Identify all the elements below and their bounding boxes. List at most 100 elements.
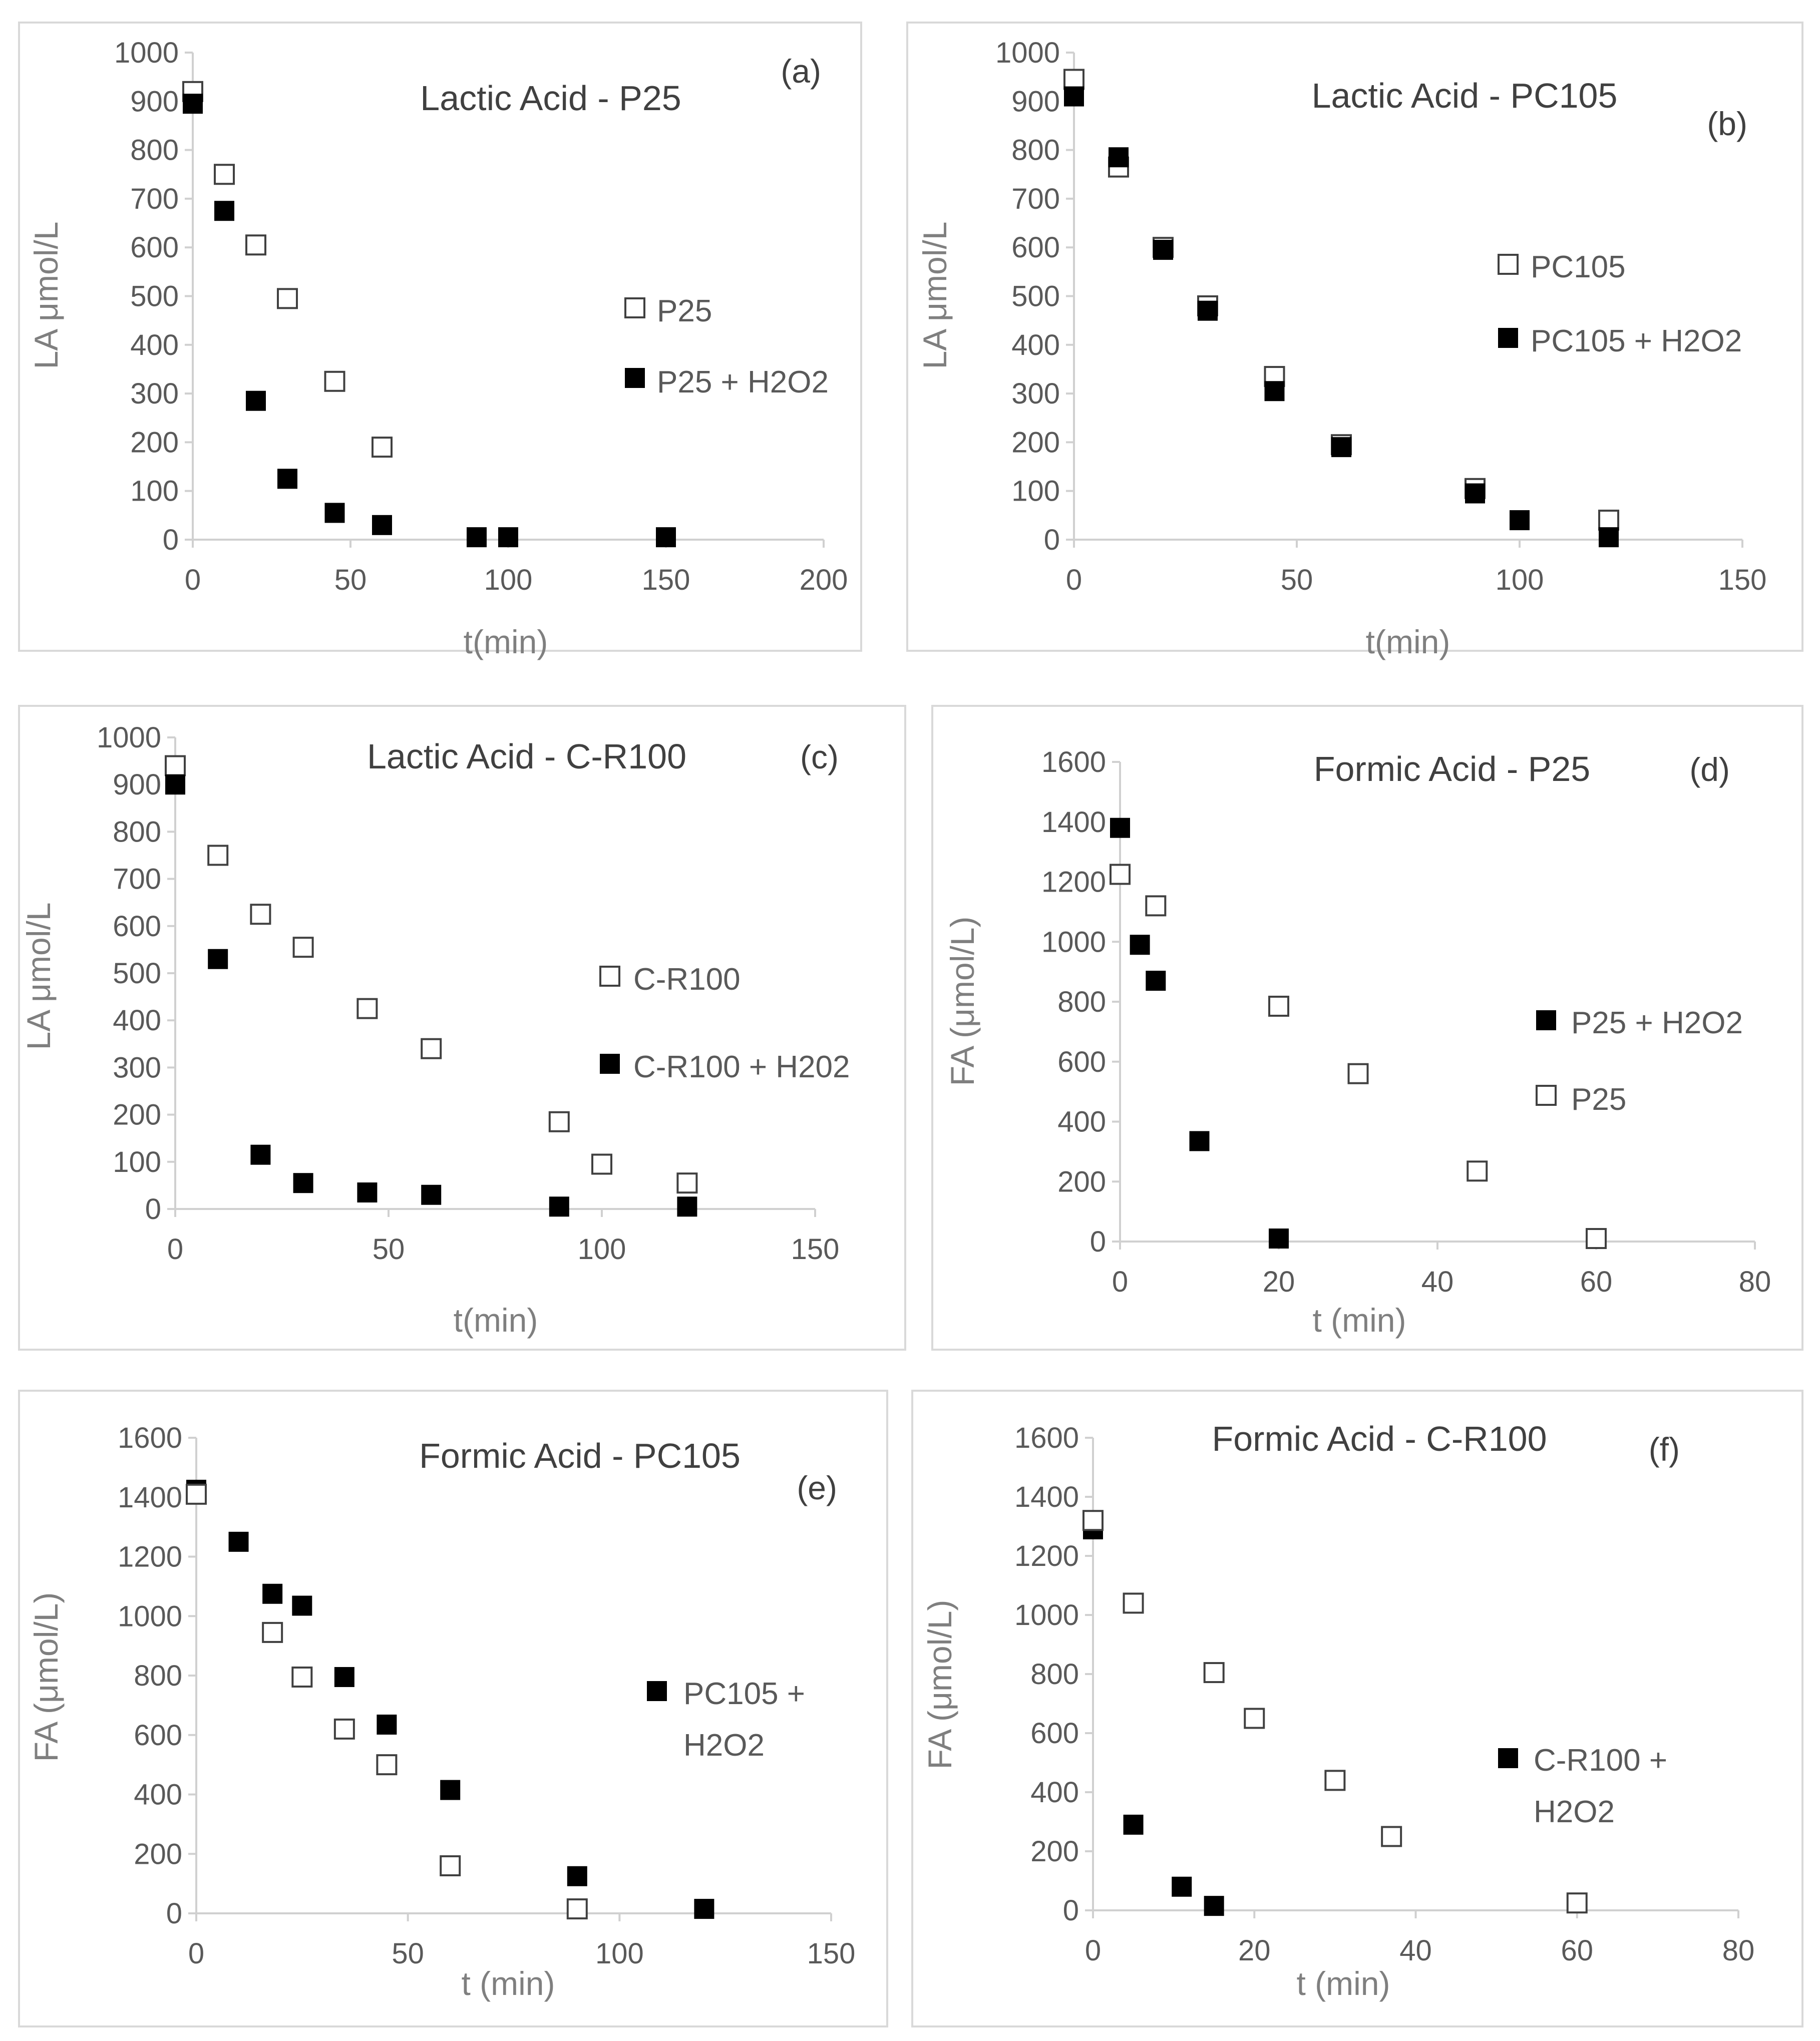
x-tick-label: 20 [1263,1266,1295,1298]
series-filled [165,774,697,1217]
x-axis-title: t(min) [1366,623,1450,660]
data-point [1264,381,1285,401]
data-point [591,1153,612,1175]
data-point [1244,1708,1265,1729]
data-point [357,1182,378,1203]
data-point [1204,1896,1224,1916]
data-point [1146,971,1166,991]
legend-marker [647,1681,667,1701]
y-tick-label: 100 [113,1146,161,1178]
data-point [324,370,345,392]
data-point [656,527,676,548]
legend-label: PC105 + [683,1677,805,1711]
data-point [549,1196,569,1217]
legend-label: H2O2 [683,1728,765,1763]
x-tick-label: 150 [642,564,690,596]
data-point [291,1666,313,1688]
series-open [1110,864,1607,1250]
data-point [421,1038,442,1059]
x-tick-label: 80 [1722,1934,1755,1967]
y-axis-title: FA (μmol/L) [921,1600,958,1770]
data-point [214,164,235,185]
y-tick-label: 900 [113,768,161,801]
y-axis-title: LA μmol/L [28,222,65,369]
y-tick-label: 1000 [97,721,161,754]
y-tick-label: 600 [1057,1046,1106,1078]
y-tick-label: 200 [1030,1835,1079,1868]
data-point [1145,895,1167,917]
data-point [372,515,392,535]
chart-title: Formic Acid - PC105 [419,1436,741,1475]
data-point [1381,1826,1402,1847]
data-point [228,1531,249,1552]
x-tick-label: 200 [800,564,848,596]
data-point [1153,240,1173,260]
y-tick-label: 1400 [1014,1481,1079,1513]
y-tick-label: 400 [1057,1106,1106,1138]
legend-marker [625,368,645,388]
data-point [292,937,314,958]
data-point [183,94,203,114]
data-point [1467,1160,1488,1182]
x-tick-label: 0 [1066,564,1082,596]
y-tick-label: 800 [1030,1658,1079,1691]
y-axis-title: LA μmol/L [20,903,57,1050]
panel-tag: (d) [1689,751,1730,788]
y-tick-label: 1400 [118,1481,182,1514]
data-point [245,234,266,256]
data-point [1510,510,1530,531]
data-point [1110,818,1130,838]
y-axis-title: FA (μmol/L) [28,1592,65,1762]
data-point [567,1866,587,1886]
y-tick-label: 1600 [118,1422,182,1454]
data-point [1189,1131,1210,1151]
chart-panel-b: 0 100 200 300 400 500 600 700 800 900 1000 0 50 100 15… [906,22,1803,660]
series-filled [1064,86,1619,548]
x-tick-label: 0 [185,564,201,596]
data-point [1269,1229,1289,1249]
y-tick-label: 800 [1057,986,1106,1018]
x-axis-title: t (min) [1313,1302,1406,1339]
panel-tag: (c) [800,738,839,775]
data-point [293,1173,313,1193]
data-point [262,1621,283,1643]
x-tick-label: 50 [373,1233,405,1266]
data-point [334,1667,354,1687]
data-point [376,1754,398,1776]
y-tick-label: 800 [134,1660,182,1692]
data-point [1598,510,1619,531]
y-tick-label: 1400 [1041,806,1106,839]
x-tick-label: 0 [1085,1934,1101,1967]
data-point [421,1184,442,1205]
y-tick-label: 100 [1011,475,1060,508]
data-point [246,390,266,411]
y-tick-label: 0 [1090,1226,1106,1258]
legend-marker [1498,1748,1518,1768]
series-filled [1110,818,1289,1249]
y-tick-label: 500 [113,957,161,990]
data-point [440,1780,461,1800]
data-point [333,1718,355,1740]
legend-marker [1536,1085,1557,1106]
y-tick-label: 800 [130,134,179,167]
y-tick-label: 400 [130,329,179,361]
x-tick-label: 100 [1496,564,1544,596]
x-tick-label: 20 [1238,1934,1271,1967]
data-point [566,1898,588,1920]
y-tick-label: 700 [113,863,161,896]
panel-frame [906,22,1803,652]
legend-label: C-R100 + [1534,1743,1667,1778]
data-point [214,201,234,221]
data-point [1324,1770,1346,1791]
data-point [1599,527,1619,548]
y-tick-label: 600 [130,231,179,264]
chart-panel-d: 0 200 400 600 800 1000 1200 1400 1600 0 20 40 60 80 Fo… [931,705,1803,1351]
chart-title: Lactic Acid - PC105 [1312,76,1618,115]
x-tick-label: 100 [595,1937,644,1970]
panel-tag: (e) [797,1469,837,1506]
y-tick-label: 800 [113,815,161,848]
data-point [372,437,393,458]
y-tick-label: 900 [1011,85,1060,118]
data-point [1064,86,1084,107]
data-point [324,503,345,523]
